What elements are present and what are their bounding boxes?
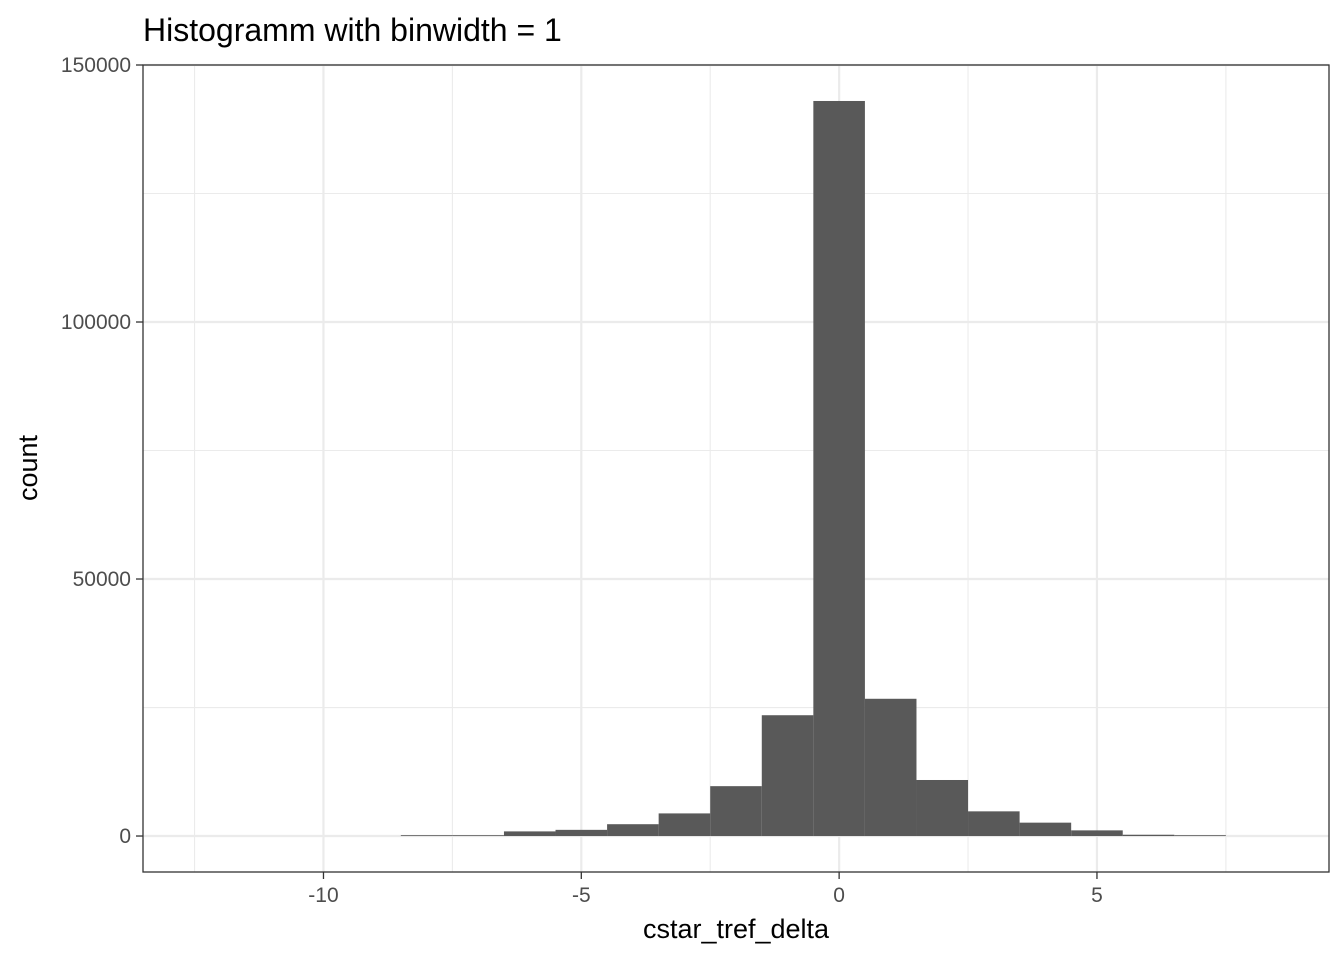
histogram-bar xyxy=(916,779,969,837)
x-axis-ticks: -10 -5 0 5 xyxy=(308,872,1103,907)
x-tick-label: -10 xyxy=(308,884,338,907)
y-tick-label: 50000 xyxy=(73,568,131,591)
histogram-bar xyxy=(400,835,453,837)
histogram-bar xyxy=(1019,822,1072,837)
y-tick-label: 0 xyxy=(119,825,131,848)
y-axis-title: count xyxy=(13,434,43,501)
histogram-bar xyxy=(710,786,762,837)
histogram-bar xyxy=(968,811,1020,837)
x-tick-label: 5 xyxy=(1091,884,1103,907)
histogram-bar xyxy=(1071,830,1123,837)
minor-gridlines xyxy=(143,65,1329,872)
histogram-bar xyxy=(1122,834,1175,837)
histogram-bars xyxy=(400,100,1226,837)
x-axis-title: cstar_tref_delta xyxy=(643,914,830,944)
histogram-bar xyxy=(864,698,917,837)
x-tick-label: -5 xyxy=(572,884,591,907)
histogram-bar xyxy=(658,813,711,837)
chart-title: Histogramm with binwidth = 1 xyxy=(143,12,562,48)
histogram-bar xyxy=(555,829,608,837)
histogram-bar xyxy=(813,100,865,837)
histogram-bar xyxy=(452,835,504,837)
y-tick-label: 150000 xyxy=(61,54,131,77)
plot-panel-border xyxy=(142,64,1330,873)
plot-background xyxy=(143,65,1329,872)
histogram-bar xyxy=(607,824,659,837)
histogram-bar xyxy=(503,831,556,837)
y-axis-ticks: 0 50000 100000 150000 xyxy=(61,54,143,848)
y-tick-label: 100000 xyxy=(61,311,131,334)
histogram-bar xyxy=(1174,835,1226,837)
x-tick-label: 0 xyxy=(833,884,845,907)
histogram-bar xyxy=(761,715,814,837)
